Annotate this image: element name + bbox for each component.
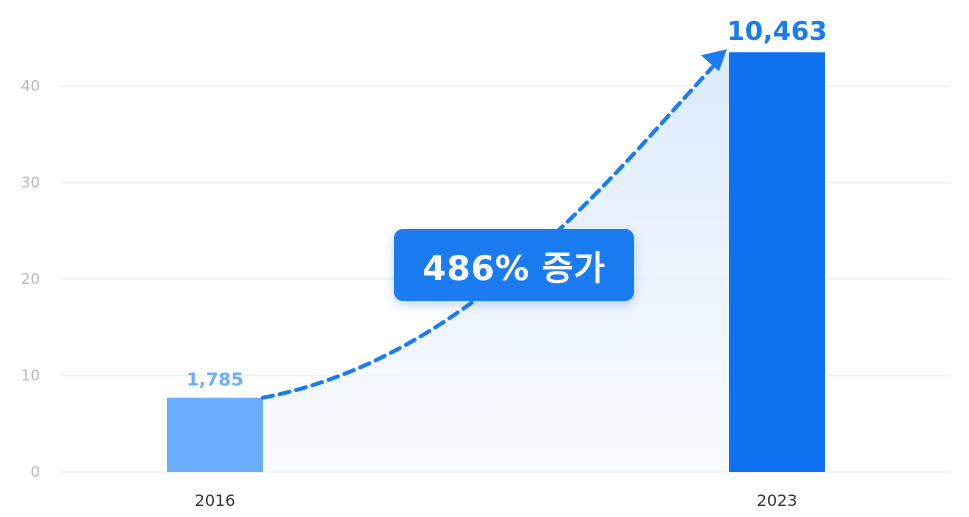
y-axis-ticks: 0 10 20 30 40	[21, 77, 40, 481]
growth-callout: 486% 증가	[394, 229, 634, 301]
x-axis-ticks: 2016 2023	[195, 491, 798, 510]
bars	[167, 52, 825, 472]
bar-2023	[729, 52, 825, 472]
y-tick-label-0: 0	[30, 463, 40, 481]
x-tick-label-2016: 2016	[195, 491, 236, 510]
data-labels: 1,785 10,463	[187, 17, 828, 390]
y-tick-label-20: 20	[21, 270, 40, 288]
y-tick-label-10: 10	[21, 367, 40, 385]
growth-arrowhead	[701, 49, 727, 72]
growth-area-fill	[263, 52, 729, 472]
y-tick-label-40: 40	[21, 77, 40, 95]
bar-2016	[167, 397, 263, 472]
x-tick-label-2023: 2023	[757, 491, 798, 510]
data-label-2023: 10,463	[727, 17, 827, 47]
growth-callout-text: 486% 증가	[422, 248, 606, 289]
data-label-2016: 1,785	[187, 370, 244, 391]
y-tick-label-30: 30	[21, 174, 40, 192]
